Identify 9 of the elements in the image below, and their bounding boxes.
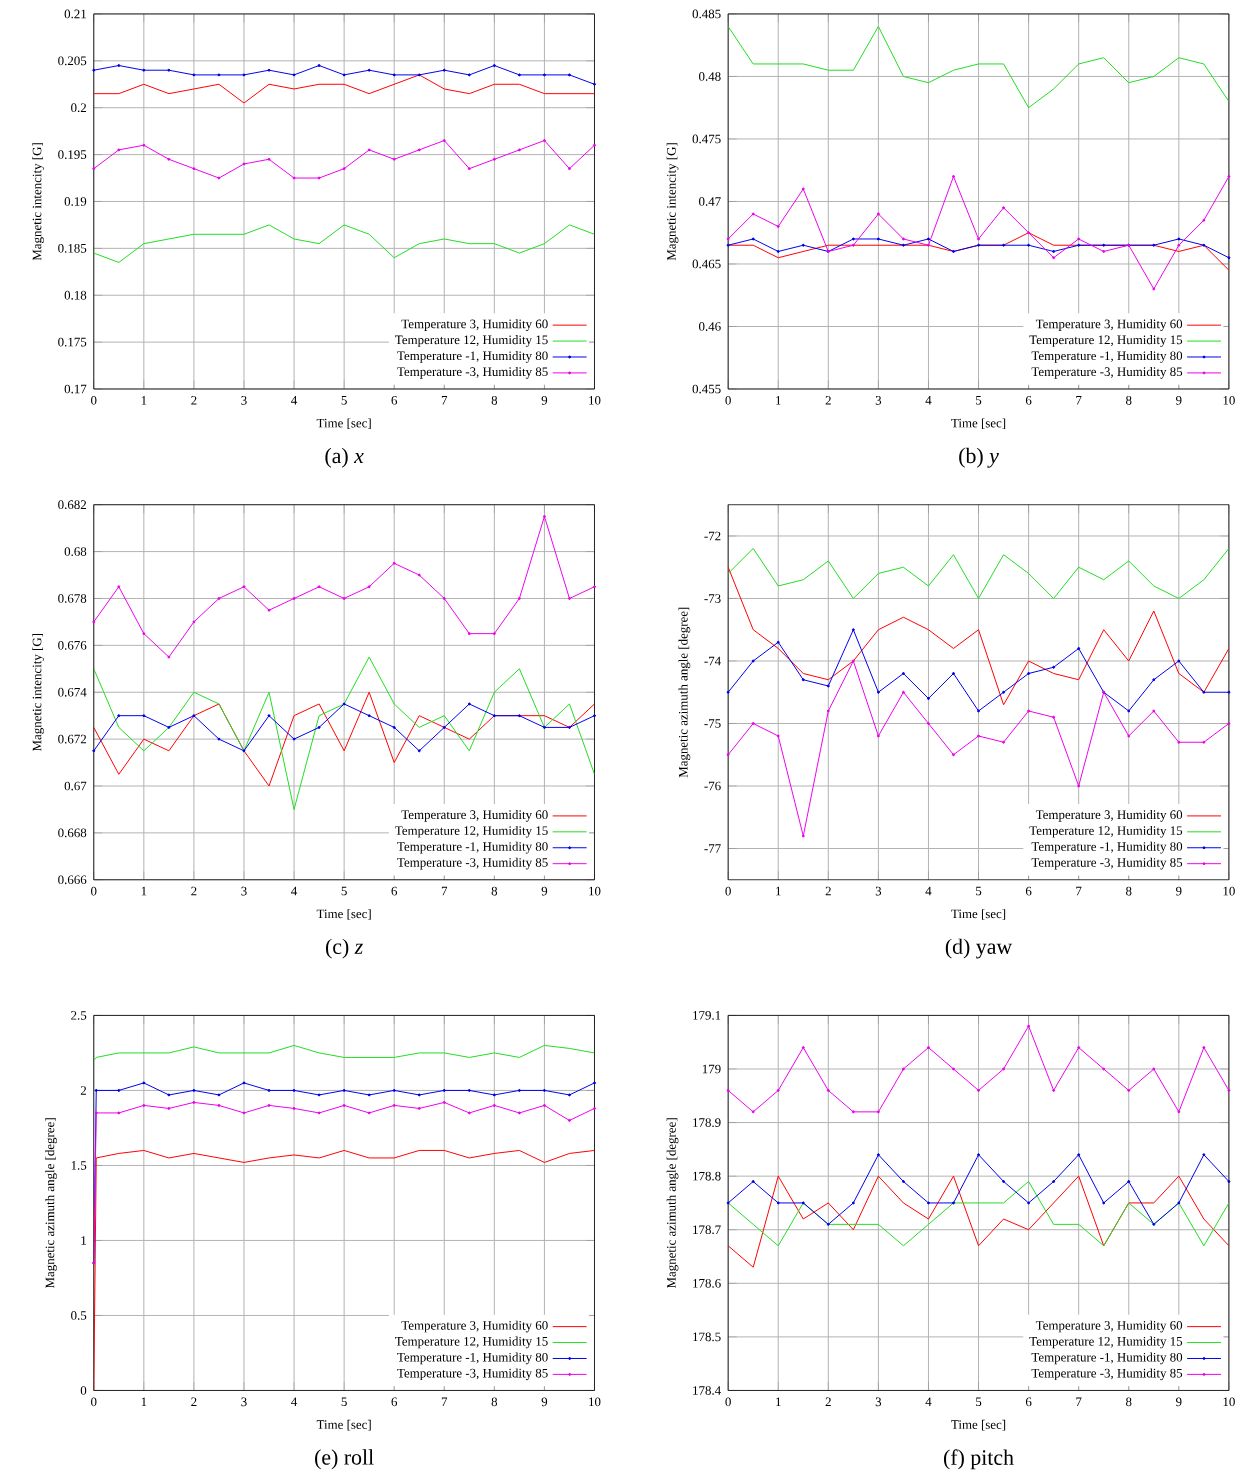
- text: (f) pitch: [943, 1449, 1014, 1470]
- line-series: [728, 566, 1229, 706]
- text: (c) z: [325, 938, 363, 959]
- line-series: [728, 547, 1229, 599]
- text: (e) roll: [315, 1449, 374, 1470]
- text: (a) x: [325, 447, 364, 468]
- text: (d) yaw: [945, 938, 1013, 959]
- text: (b) y: [959, 447, 999, 468]
- line-series: [93, 656, 595, 810]
